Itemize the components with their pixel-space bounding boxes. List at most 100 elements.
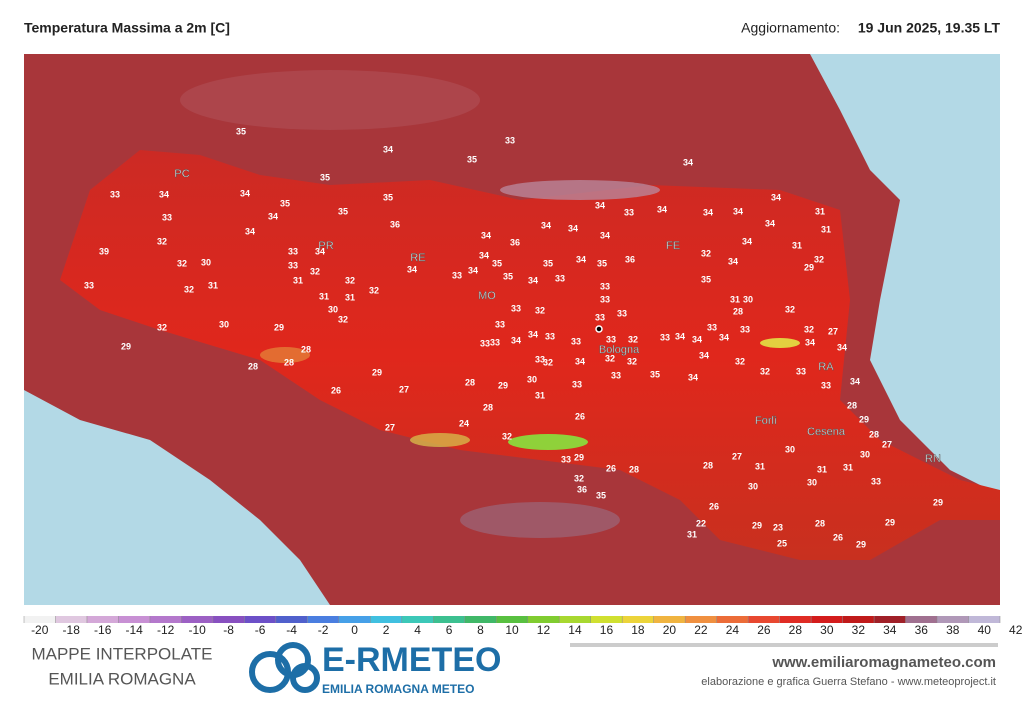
station-value: 28 [301,344,311,354]
station-value: 33 [707,322,717,332]
colorbar-cell [496,616,528,623]
logo-sub: EMILIA ROMAGNA METEO [322,682,474,696]
colorbar-cell [874,616,906,623]
station-value: 35 [492,258,502,268]
colorbar-cell [307,616,339,623]
station-value: 32 [543,357,553,367]
station-value: 32 [605,353,615,363]
station-value: 28 [248,361,258,371]
station-value: 30 [527,374,537,384]
colorbar-cell [24,616,56,623]
station-value: 31 [208,280,218,290]
station-value: 34 [837,342,847,352]
station-value: 35 [280,198,290,208]
station-value: 27 [828,326,838,336]
colorbar-tick-label: -4 [286,623,297,637]
colorbar-tick-label: 2 [383,623,390,637]
station-value: 35 [338,206,348,216]
station-value: 24 [459,418,469,428]
station-value: 39 [99,246,109,256]
station-value: 32 [804,324,814,334]
station-value: 32 [157,236,167,246]
station-value: 29 [121,341,131,351]
station-value: 26 [833,532,843,542]
colorbar-tick-label: 32 [852,623,866,637]
station-value: 34 [657,204,667,214]
colorbar-cell [433,616,465,623]
station-value: 34 [240,188,250,198]
station-value: 34 [468,265,478,275]
station-value: 34 [683,157,693,167]
station-value: 35 [597,258,607,268]
station-value: 30 [219,319,229,329]
website: www.emiliaromagnameteo.com [771,654,996,671]
station-value: 33 [288,246,298,256]
colorbar-cell [244,616,276,623]
colorbar-tick-label: 34 [883,623,897,637]
station-value: 35 [320,172,330,182]
station-value: 34 [742,236,752,246]
station-value: 32 [369,285,379,295]
station-value: 32 [627,356,637,366]
colorbar-cell [716,616,749,623]
station-value: 28 [483,402,493,412]
station-value: 33 [505,135,515,145]
city-label: Bologna [599,344,640,356]
title: Temperatura Massima a 2m [C] [24,20,230,36]
station-value: 32 [157,322,167,332]
colorbar-cell [653,616,686,623]
colorbar-tick-label: -12 [157,623,175,637]
colorbar-cell [118,616,150,623]
station-value: 36 [577,484,587,494]
station-value: 31 [319,291,329,301]
station-value: 33 [600,281,610,291]
colorbar-tick-label: 36 [915,623,929,637]
colorbar-cell [905,616,938,623]
station-value: 33 [490,337,500,347]
station-value: 33 [561,454,571,464]
station-value: 33 [511,303,521,313]
colorbar-cell [401,616,434,623]
station-value: 34 [600,230,610,240]
logo: E-RMETEO [322,641,501,679]
station-value: 31 [817,464,827,474]
colorbar-tick-label: 8 [477,623,484,637]
colorbar-tick-label: 24 [726,623,740,637]
station-value: 33 [162,212,172,222]
station-value: 36 [625,254,635,264]
station-value: 27 [385,422,395,432]
colorbar-cell [622,616,654,623]
colorbar-cell [779,616,812,623]
station-value: 26 [709,501,719,511]
colorbar-tick-label: -10 [188,623,206,637]
station-value: 28 [847,400,857,410]
station-value: 34 [315,246,325,256]
station-value: 33 [821,380,831,390]
station-value: 26 [606,463,616,473]
update-value: 19 Jun 2025, 19.35 LT [858,20,1001,36]
colorbar-cell [527,616,560,623]
station-value: 30 [748,481,758,491]
station-value: 33 [600,294,610,304]
station-value: 32 [184,284,194,294]
station-value: 34 [576,254,586,264]
colorbar-cell [590,616,623,623]
station-value: 31 [345,292,355,302]
station-value: 32 [535,305,545,315]
station-value: 34 [159,189,169,199]
station-value: 30 [785,444,795,454]
station-value: 31 [821,224,831,234]
station-value: 35 [236,126,246,136]
colorbar-tick-label: 14 [568,623,582,637]
station-value: 29 [885,517,895,527]
station-value: 31 [792,240,802,250]
colorbar-cell [685,616,717,623]
station-value: 33 [84,280,94,290]
colorbar-cell [212,616,245,623]
station-value: 32 [310,266,320,276]
station-value: 29 [752,520,762,530]
footer-left-1: MAPPE INTERPOLATE [31,644,212,663]
station-value: 33 [480,338,490,348]
colorbar: -20 -18 -16 -14 -12 -10 -8 -6 -4 -2 0 2 4 6 8 10 12 14 16 1… [23,616,1023,637]
station-value: 33 [110,189,120,199]
